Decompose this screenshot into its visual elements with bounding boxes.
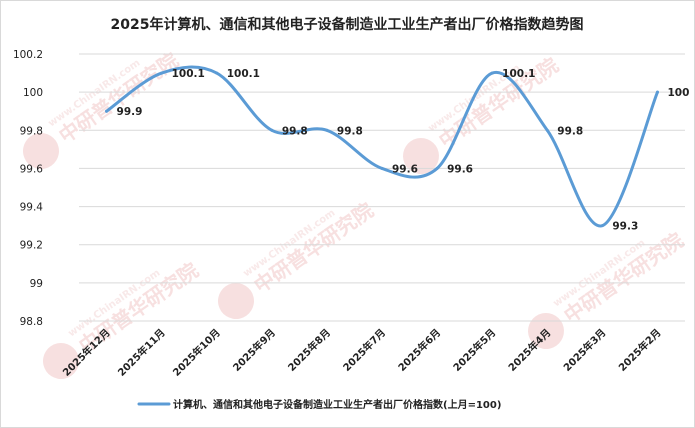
data-label: 99.6	[392, 163, 418, 175]
data-label: 100.1	[172, 68, 205, 80]
x-tick-label: 2025年9月	[230, 326, 278, 374]
data-label: 99.8	[282, 125, 308, 137]
data-point	[380, 166, 384, 170]
data-point	[105, 109, 109, 113]
y-tick-label: 100.2	[13, 49, 43, 61]
data-label: 100.1	[502, 68, 535, 80]
data-point	[325, 128, 329, 132]
series-line	[105, 65, 659, 228]
y-tick-label: 99.2	[20, 240, 43, 252]
y-tick-label: 99.4	[20, 202, 44, 214]
series-layer	[105, 65, 659, 228]
watermark-logo-icon	[403, 138, 439, 174]
y-tick-label: 98.8	[20, 316, 43, 328]
watermark-logo-icon	[23, 133, 59, 169]
data-point	[160, 71, 164, 75]
data-label: 99.6	[447, 163, 473, 175]
watermark-layer: 中研普华研究院www.ChinaIRN.com中研普华研究院www.ChinaI…	[23, 48, 688, 379]
y-tick-label: 99	[30, 278, 43, 290]
y-tick-label: 100	[23, 87, 43, 99]
data-label: 99.9	[117, 106, 143, 118]
data-label: 100.1	[227, 68, 260, 80]
chart-title: 2025年计算机、通信和其他电子设备制造业工业生产者出厂价格指数趋势图	[111, 16, 584, 33]
x-tick-label: 2025年10月	[170, 326, 223, 379]
watermark-text: 中研普华研究院	[434, 53, 562, 153]
y-tick-label: 99.8	[20, 125, 43, 137]
data-point	[215, 71, 219, 75]
y-tick-label: 99.6	[20, 163, 44, 175]
watermark-logo-icon	[43, 343, 79, 379]
legend: 计算机、通信和其他电子设备制造业工业生产者出厂价格指数(上月=100)	[137, 398, 501, 411]
data-point	[490, 71, 494, 75]
watermark-text: 中研普华研究院	[54, 48, 182, 148]
data-labels: 99.9 100.1 100.1 99.8 99.8 99.6 99.6 100.1 99.8 9…	[117, 68, 690, 233]
x-tick-label: 2025年8月	[285, 326, 333, 374]
watermark-logo-icon	[528, 313, 564, 349]
data-label: 99.8	[337, 125, 363, 137]
x-tick-label: 2025年6月	[395, 326, 443, 374]
data-point	[545, 128, 549, 132]
data-point	[655, 90, 659, 94]
legend-label: 计算机、通信和其他电子设备制造业工业生产者出厂价格指数(上月=100)	[173, 398, 501, 411]
data-point	[435, 166, 439, 170]
data-label: 100	[667, 87, 689, 99]
data-label: 99.3	[612, 221, 638, 233]
watermark-text: 中研普华研究院	[559, 228, 687, 328]
x-tick-label: 2025年3月	[561, 326, 609, 374]
y-axis: 98.8 99 99.2 99.4 99.6 99.8 100 100.2	[13, 49, 43, 328]
data-point	[600, 224, 604, 228]
x-tick-label: 2025年7月	[340, 326, 388, 374]
watermark-logo-icon	[218, 283, 254, 319]
x-tick-label: 2025年2月	[616, 326, 664, 374]
x-tick-label: 2025年11月	[115, 326, 168, 379]
x-tick-label: 2025年5月	[450, 326, 498, 374]
data-point	[270, 128, 274, 132]
x-axis: 2025年12月 2025年11月 2025年10月 2025年9月 2025年8月 20…	[60, 326, 664, 379]
data-label: 99.8	[557, 125, 583, 137]
